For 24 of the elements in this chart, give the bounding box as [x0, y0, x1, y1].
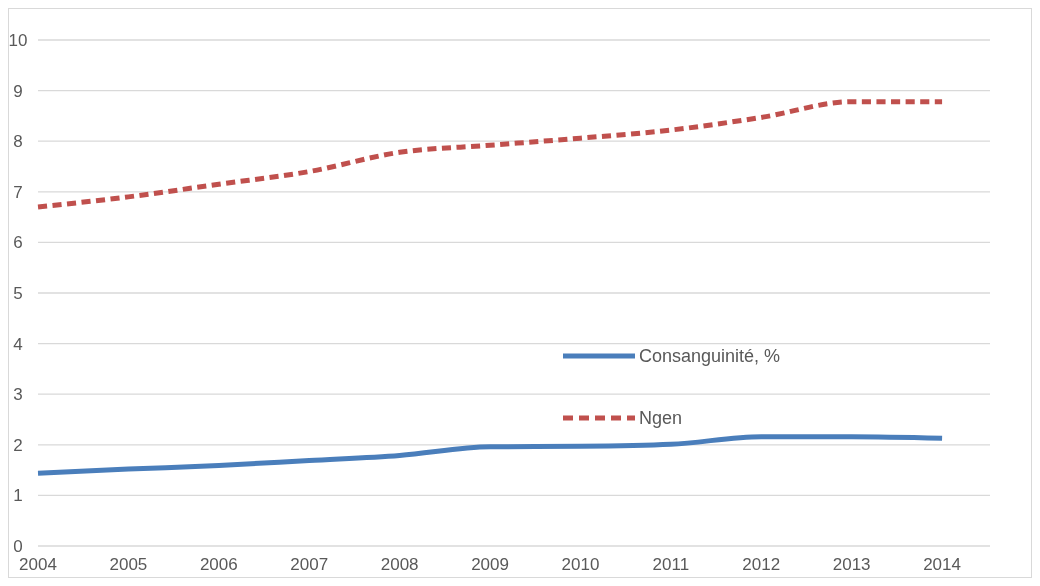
y-tick-label: 8 [13, 132, 23, 152]
x-tick-label: 2008 [380, 555, 419, 574]
x-tick-label: 2006 [199, 555, 238, 574]
x-tick-label: 2004 [19, 555, 57, 574]
y-tick-label: 2 [13, 435, 23, 455]
y-tick-label: 7 [13, 182, 23, 202]
x-tick-label: 2012 [742, 555, 781, 574]
legend-label: Ngen [639, 408, 683, 429]
y-tick-label: 1 [13, 486, 23, 506]
y-tick-label: 5 [13, 283, 23, 303]
x-tick-label: 2009 [471, 555, 509, 574]
x-tick-label: 2014 [923, 555, 961, 574]
y-tick-label: 0 [13, 536, 23, 556]
y-tick-label: 3 [13, 385, 23, 405]
y-tick-label: 9 [13, 81, 23, 101]
x-tick-label: 2007 [290, 555, 329, 574]
x-tick-label: 2005 [109, 555, 148, 574]
x-tick-label: 2010 [561, 555, 600, 574]
legend-label: Consanguinité, % [639, 346, 781, 367]
y-tick-label: 4 [13, 334, 23, 354]
y-tick-label: 10 [8, 30, 28, 50]
y-tick-label: 6 [13, 233, 23, 253]
x-tick-label: 2013 [832, 555, 871, 574]
x-tick-label: 2011 [652, 555, 690, 574]
